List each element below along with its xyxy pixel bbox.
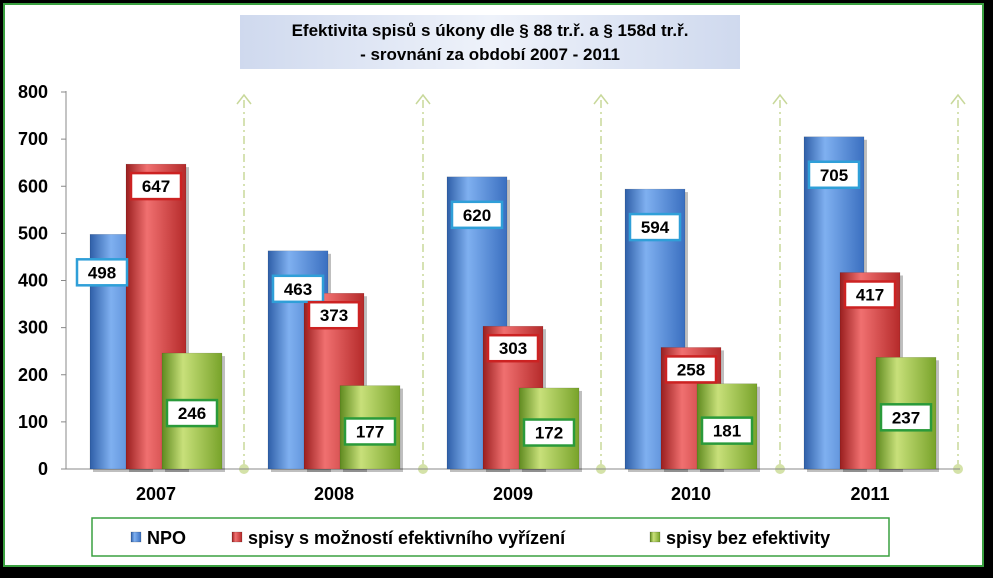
data-label: 303 [499, 339, 527, 358]
data-label-box [450, 200, 504, 230]
data-label: 237 [892, 408, 920, 427]
data-label-box [843, 280, 897, 309]
data-label: 258 [677, 360, 705, 379]
y-tick-label: 200 [18, 365, 48, 385]
y-tick-label: 0 [38, 459, 48, 479]
data-label: 172 [535, 424, 563, 443]
y-tick-label: 600 [18, 176, 48, 196]
data-label: 373 [320, 306, 348, 325]
data-label-box [628, 212, 682, 242]
title-box [240, 15, 740, 69]
separator-arrow [236, 93, 252, 105]
data-label: 705 [820, 166, 848, 185]
category-separators [236, 93, 966, 474]
data-label-box [75, 258, 129, 287]
legend: NPO spisy s možností efektivního vyřízení… [130, 528, 830, 548]
chart-subtitle: - srovnání za období 2007 - 2011 [360, 45, 620, 64]
legend-box [91, 517, 890, 557]
separator-arrow [415, 93, 431, 105]
data-label-box [522, 418, 576, 447]
legend-swatch [649, 531, 661, 543]
data-label-box [129, 171, 183, 201]
data-label: 177 [356, 422, 384, 441]
data-label: 463 [284, 280, 312, 299]
y-tick-label: 800 [18, 82, 48, 102]
x-tick-label: 2009 [493, 484, 533, 504]
data-label-box [664, 355, 718, 384]
y-tick-label: 300 [18, 318, 48, 338]
data-label-box [700, 416, 754, 445]
legend-label: NPO [147, 528, 186, 548]
data-label: 620 [463, 206, 491, 225]
x-axis-labels: 2007 2008 2009 2010 2011 [136, 484, 890, 504]
bars-layer: 498 647 246 463 373 177 620 303 172 594 258 181 705 4… [75, 136, 939, 473]
y-tick-label: 100 [18, 412, 48, 432]
data-label: 417 [856, 285, 884, 304]
data-label: 181 [713, 422, 741, 441]
chart-title: Efektivita spisů s úkony dle § 88 tr.ř. … [292, 21, 689, 40]
y-axis-ticks: 0 100 200 300 400 500 600 700 800 [18, 82, 66, 479]
legend-label: spisy s možností efektivního vyřízení [248, 528, 566, 548]
x-tick-label: 2007 [136, 484, 176, 504]
data-label: 647 [142, 177, 170, 196]
data-label-box [165, 398, 219, 428]
data-label-box [271, 274, 325, 304]
legend-swatch [231, 531, 243, 543]
data-label-box [343, 417, 397, 446]
data-label: 594 [641, 218, 670, 237]
separator-arrow [772, 93, 788, 105]
data-label-box [879, 403, 933, 432]
x-tick-label: 2010 [671, 484, 711, 504]
y-tick-label: 400 [18, 271, 48, 291]
legend-swatch [130, 531, 142, 543]
separator-arrow [593, 93, 609, 105]
x-tick-label: 2008 [314, 484, 354, 504]
x-tick-label: 2011 [850, 484, 889, 504]
data-label-box [486, 333, 540, 363]
y-tick-label: 500 [18, 223, 48, 243]
data-label: 498 [88, 263, 116, 282]
legend-label: spisy bez efektivity [666, 528, 830, 548]
data-label-box [807, 160, 861, 190]
y-tick-label: 700 [18, 129, 48, 149]
data-label-box [307, 300, 361, 330]
data-label: 246 [178, 404, 206, 423]
separator-arrow [950, 93, 966, 105]
